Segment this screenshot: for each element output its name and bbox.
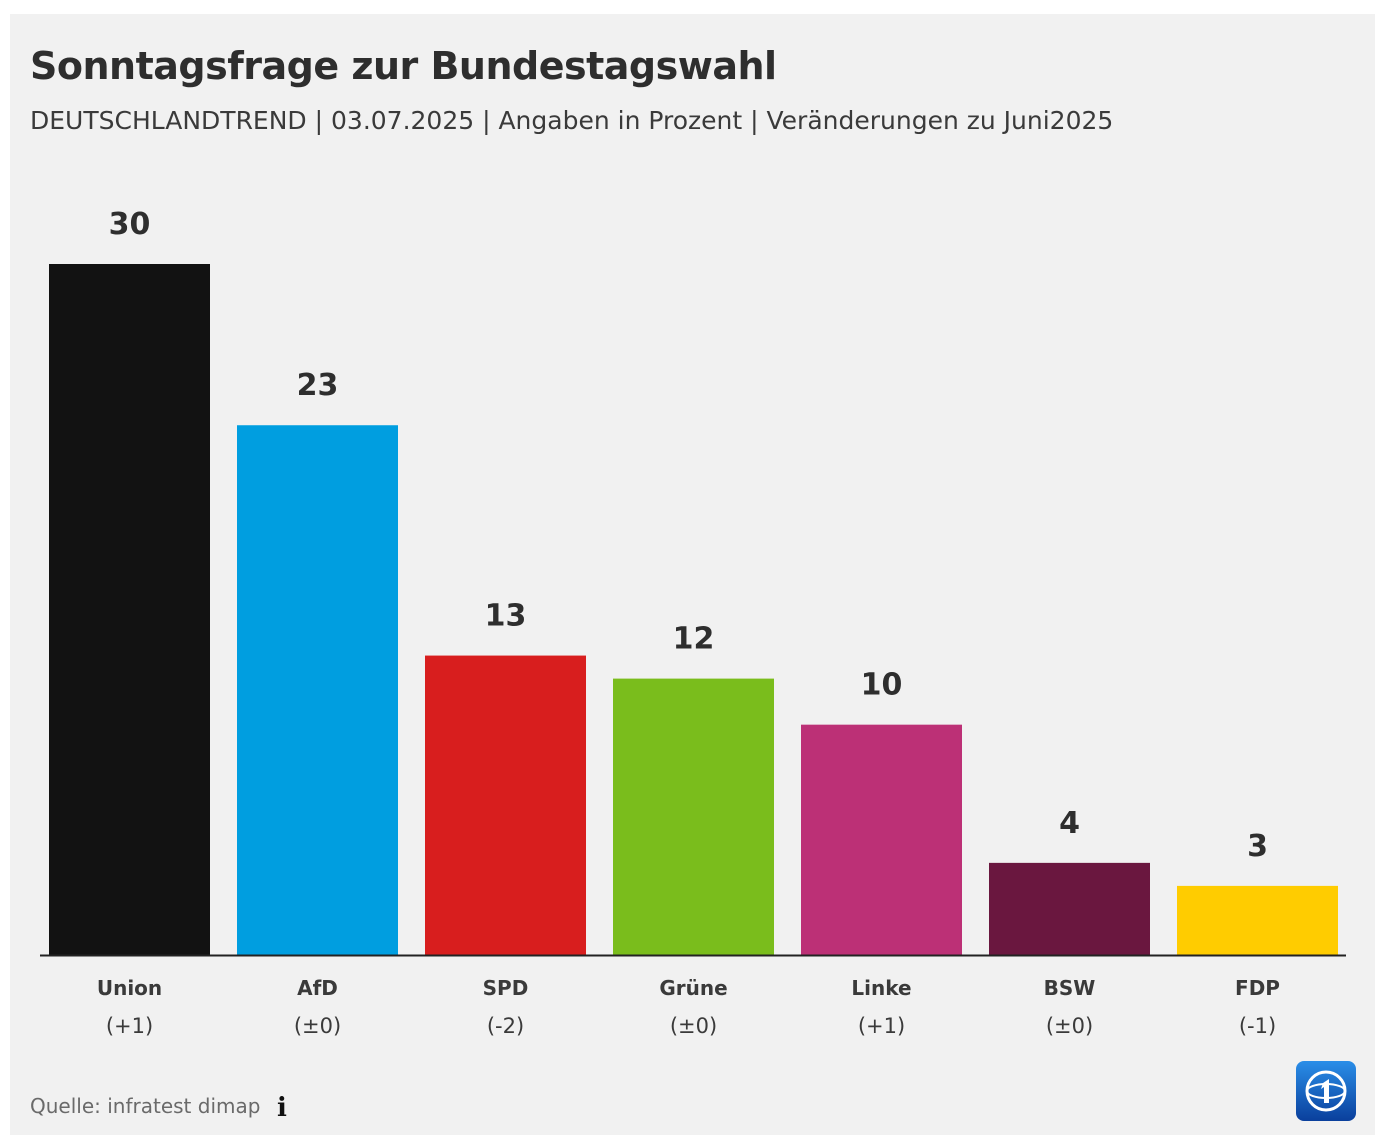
category-label: AfD (297, 976, 338, 1000)
data-label: 23 (297, 368, 339, 403)
change-label: (+1) (858, 1014, 905, 1038)
bar (989, 862, 1150, 955)
category-label: Union (97, 976, 162, 1000)
data-label: 4 (1059, 806, 1080, 841)
category-label: SPD (483, 976, 529, 1000)
bar (49, 264, 210, 955)
data-label: 10 (861, 668, 903, 703)
bar (801, 724, 962, 955)
data-label: 3 (1247, 829, 1268, 864)
source-label: Quelle: infratest dimap (30, 1094, 261, 1118)
category-label: Linke (851, 976, 911, 1000)
change-label: (-2) (487, 1014, 524, 1038)
chart-subtitle: DEUTSCHLANDTREND | 03.07.2025 | Angaben … (30, 106, 1114, 135)
change-label: (-1) (1239, 1014, 1276, 1038)
bar (1177, 885, 1338, 955)
data-label: 13 (485, 599, 527, 634)
chart-title: Sonntagsfrage zur Bundestagswahl (30, 44, 777, 88)
info-icon[interactable]: i (277, 1093, 287, 1123)
bar (237, 425, 398, 955)
data-label: 30 (109, 207, 151, 242)
category-label: Grüne (659, 976, 727, 1000)
change-label: (+1) (106, 1014, 153, 1038)
change-label: (±0) (670, 1014, 717, 1038)
bar (425, 655, 586, 955)
change-label: (±0) (1046, 1014, 1093, 1038)
data-label: 12 (673, 622, 715, 657)
change-label: (±0) (294, 1014, 341, 1038)
bar (613, 678, 774, 955)
category-label: BSW (1044, 976, 1096, 1000)
category-label: FDP (1235, 976, 1280, 1000)
ard-logo-icon[interactable] (1296, 1061, 1356, 1121)
